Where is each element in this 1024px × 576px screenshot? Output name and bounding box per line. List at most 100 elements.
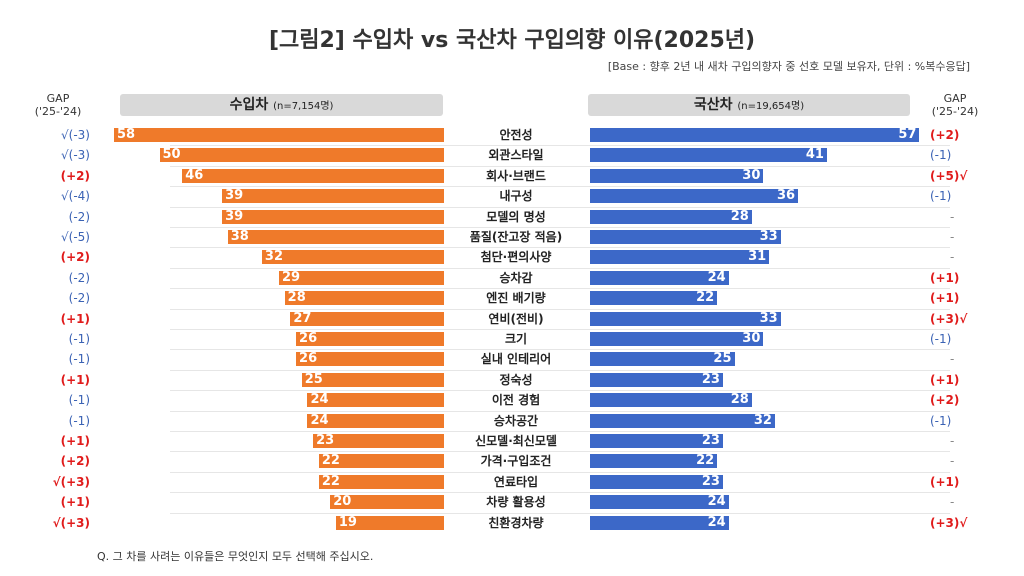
domestic-header: 국산차 (n=19,654명)	[588, 94, 910, 116]
gap-domestic: (+1)	[930, 474, 960, 489]
category-label: 정숙성	[499, 372, 533, 387]
category-label: 승차공간	[493, 413, 539, 428]
gap-imported: (+2)	[60, 250, 90, 265]
gap-domestic: (+1)	[930, 291, 960, 306]
gap-domestic: (+3)√	[930, 515, 968, 530]
bar-imported: 32	[261, 250, 444, 265]
bar-imported: 28	[284, 291, 444, 306]
gap-imported: (+1)	[60, 434, 90, 448]
bar-imported: 24	[307, 413, 444, 428]
category-label: 크기	[504, 332, 528, 346]
category-label: 엔진 배기량	[486, 291, 546, 306]
gap-imported: (-1)	[68, 413, 90, 428]
domestic-series-name: 국산차	[693, 97, 733, 113]
chart-subtitle: [Base : 향후 2년 내 새차 구입의향자 중 선호 모델 보유자, 단위…	[607, 60, 970, 73]
gap-domestic: -	[950, 434, 955, 448]
row-divider	[170, 451, 950, 453]
category-label: 친환경차량	[488, 515, 544, 530]
bar-imported: 22	[318, 454, 444, 469]
category-label: 차량 활용성	[486, 495, 546, 510]
row-divider	[170, 431, 950, 432]
category-label: 승차감	[499, 270, 533, 285]
gap-imported: (-1)	[68, 352, 90, 367]
bar-domestic: 23	[590, 474, 723, 489]
gap-imported: (-2)	[68, 270, 90, 285]
gap-domestic: (-1)	[930, 189, 952, 204]
category-label: 신모델·최신모델	[475, 434, 557, 448]
bar-imported: 38	[227, 230, 444, 244]
bar-imported: 50	[159, 148, 444, 163]
gap-imported: (-2)	[68, 209, 90, 224]
chart-title: [그림2] 수입차 vs 국산차 구입의향 이유(2025년)	[268, 28, 756, 53]
category-label: 품질(잔고장 적음)	[469, 230, 563, 244]
bar-domestic: 23	[590, 434, 723, 448]
gap-imported: √(+3)	[52, 515, 90, 530]
gap-imported: (+1)	[60, 311, 90, 326]
gap-domestic: (+3)√	[930, 311, 968, 326]
row-divider	[170, 492, 950, 494]
gap-header-left: GAP ('25-'24)	[28, 92, 88, 118]
category-label: 첨단·편의사양	[480, 250, 552, 265]
gap-domestic: (-1)	[930, 148, 952, 163]
bar-domestic: 31	[590, 250, 770, 265]
bar-domestic: 28	[590, 393, 752, 408]
category-label: 이전 경험	[491, 393, 541, 408]
gap-header-line2: ('25-'24)	[34, 105, 82, 118]
gap-imported: √(-3)	[61, 128, 90, 142]
gap-domestic: -	[950, 454, 955, 469]
category-label: 실내 인테리어	[480, 352, 552, 367]
bar-domestic: 33	[590, 230, 781, 244]
category-label: 외관스타일	[488, 148, 544, 163]
bar-imported: 29	[278, 270, 444, 285]
gap-imported: (-1)	[68, 332, 90, 346]
gap-header-line1: GAP	[943, 92, 967, 105]
row-divider	[170, 186, 950, 188]
bar-imported: 22	[318, 474, 444, 489]
row-divider	[170, 206, 950, 208]
domestic-sample: (n=19,654명)	[737, 101, 805, 112]
row-divider	[170, 329, 950, 330]
bar-domestic: 28	[590, 209, 752, 224]
category-label: 회사·브랜드	[486, 168, 546, 183]
gap-domestic: -	[950, 495, 955, 510]
gap-imported: √(-5)	[61, 230, 90, 244]
bar-imported: 58	[113, 128, 444, 142]
gap-imported: √(-3)	[61, 148, 90, 163]
bar-imported: 39	[222, 209, 444, 224]
imported-header: 수입차 (n=7,154명)	[120, 94, 443, 116]
row-divider	[170, 471, 950, 473]
gap-domestic: (+1)	[930, 372, 960, 387]
bar-imported: 39	[222, 189, 444, 204]
category-label: 모델의 명성	[486, 209, 546, 224]
category-label: 연비(전비)	[488, 311, 544, 326]
gap-domestic: (+1)	[930, 270, 960, 285]
bar-imported: 24	[307, 393, 444, 408]
bar-domestic: 24	[590, 270, 729, 285]
bar-imported: 23	[313, 434, 444, 448]
bar-domestic: 41	[590, 148, 827, 163]
gap-domestic: -	[950, 352, 955, 367]
bar-domestic: 22	[590, 291, 718, 306]
category-label: 연료타입	[493, 474, 539, 489]
gap-domestic: (+2)	[930, 393, 960, 408]
category-label: 내구성	[499, 189, 533, 204]
gap-imported: (+2)	[60, 454, 90, 469]
row-divider	[170, 247, 950, 249]
row-divider	[170, 512, 950, 514]
gap-imported: (+1)	[60, 495, 90, 510]
gap-domestic: (-1)	[930, 413, 952, 428]
gap-domestic: (-1)	[930, 332, 952, 346]
row-divider	[170, 410, 950, 412]
gap-imported: √(-4)	[61, 189, 90, 204]
bar-imported: 26	[296, 332, 444, 346]
bar-domestic: 30	[590, 332, 764, 346]
category-label: 가격·구입조건	[480, 454, 552, 469]
row-divider	[170, 145, 950, 147]
gap-domestic: -	[950, 209, 955, 224]
gap-domestic: (+2)	[930, 128, 960, 142]
row-divider	[170, 308, 950, 310]
bar-imported: 26	[296, 352, 444, 367]
category-label: 안전성	[499, 128, 533, 142]
bar-imported: 20	[330, 495, 444, 510]
gap-domestic: -	[950, 230, 955, 244]
